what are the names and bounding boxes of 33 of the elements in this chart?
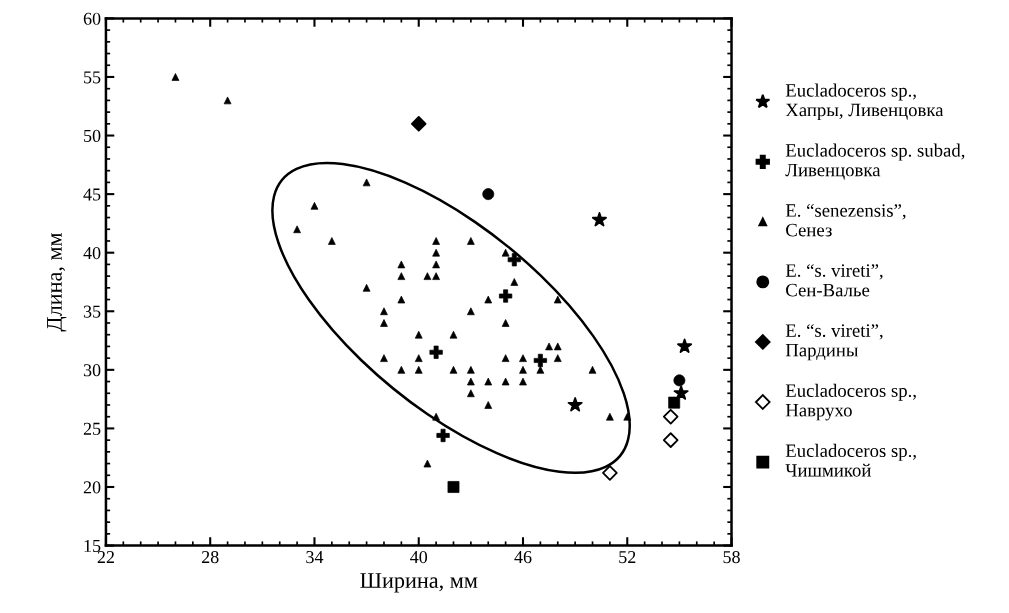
y-tick-label: 60 (83, 12, 101, 25)
y-tick-label: 20 (83, 481, 101, 494)
x-tick-label: 46 (514, 551, 532, 564)
x-tick-label: 40 (410, 550, 428, 564)
legend-label: Eucladoceros sp. subad, Ливенцовка (785, 143, 965, 180)
x-tick-label: 34 (306, 551, 324, 564)
point (591, 212, 607, 227)
y-tick-label: 15 (84, 539, 101, 553)
point (662, 432, 679, 448)
x-axis-title: Ширина, мм (360, 573, 478, 593)
legend-label: E. “s. vireti”, Пардины (785, 324, 883, 361)
y-axis-title: Длина, мм (47, 232, 67, 332)
point (677, 338, 693, 353)
y-tick-label: 35 (83, 305, 101, 318)
legend-label: Eucladoceros sp., Чишмикой (785, 443, 916, 477)
y-tick-label: 25 (83, 422, 101, 435)
y-tick-label: 45 (83, 188, 101, 201)
x-tick-label: 52 (619, 551, 636, 564)
point (662, 408, 679, 425)
y-tick-label: 55 (84, 71, 101, 84)
legend-label: Eucladoceros sp., Хапры, Ливенцовка (785, 83, 944, 121)
point (567, 397, 583, 412)
x-tick-label: 22 (97, 551, 114, 563)
legend-label: E. “senezensis”, Сенез (785, 204, 906, 237)
y-tick-label: 30 (83, 364, 101, 377)
point (410, 116, 427, 132)
y-tick-label: 40 (83, 246, 101, 260)
y-tick-label: 50 (84, 129, 101, 142)
legend-label: Eucladoceros sp., Наврухо (785, 383, 916, 421)
x-tick-label: 58 (723, 550, 740, 564)
point (602, 465, 618, 481)
x-tick-label: 28 (201, 550, 219, 564)
legend-label: E. “s. vireti”, Сен-Валье (785, 264, 883, 297)
